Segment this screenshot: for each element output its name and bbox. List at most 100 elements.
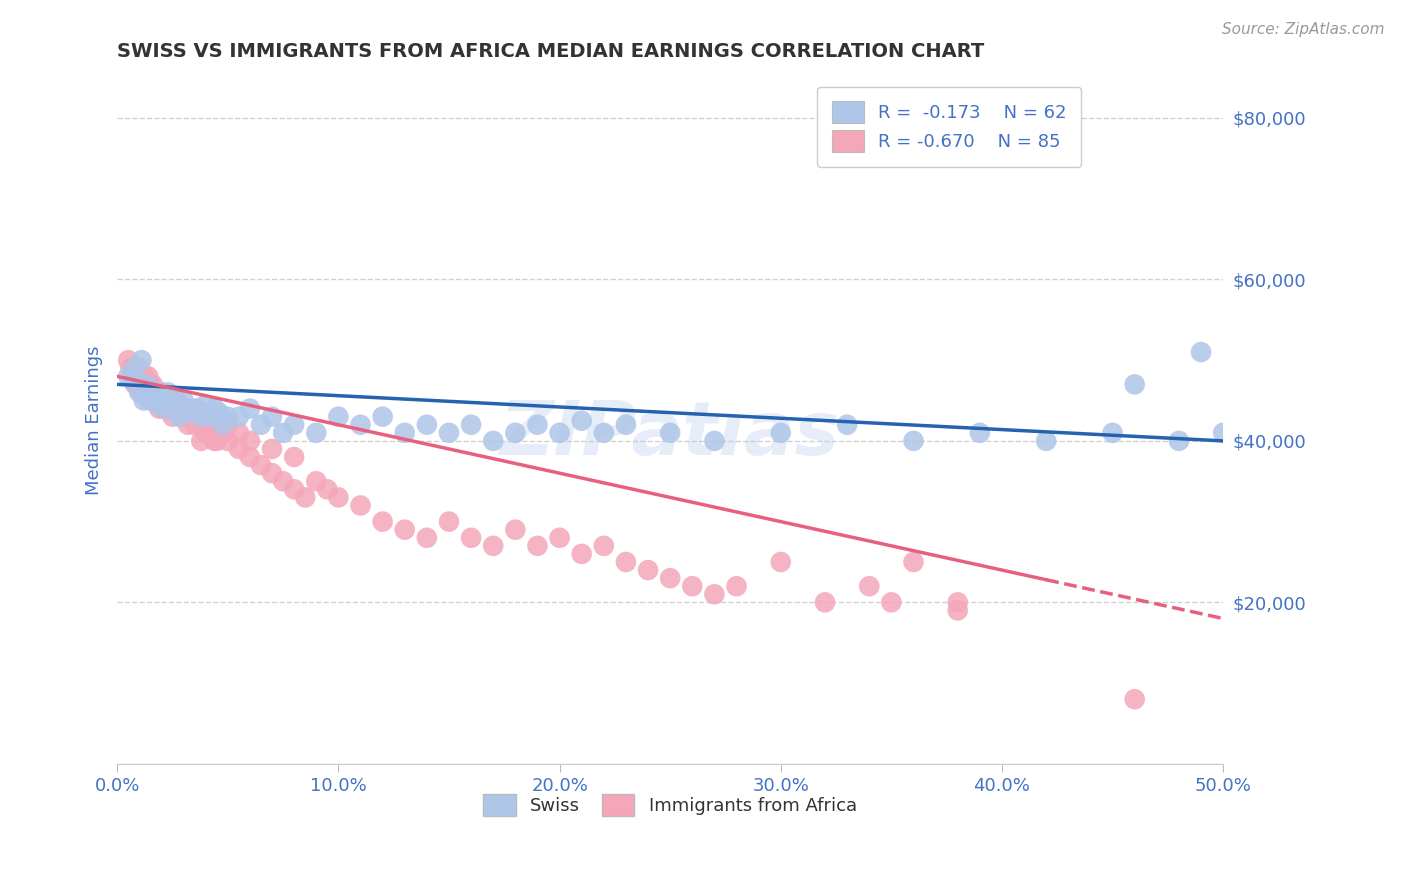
Point [186, 401, 208, 416]
Text: SWISS VS IMMIGRANTS FROM AFRICA MEDIAN EARNINGS CORRELATION CHART: SWISS VS IMMIGRANTS FROM AFRICA MEDIAN E… [117, 42, 984, 61]
Point [162, 401, 184, 416]
Point [371, 409, 394, 424]
Point [460, 531, 482, 545]
Text: ZIPatıas: ZIPatıas [501, 398, 841, 471]
Point [725, 579, 748, 593]
Point [194, 417, 217, 432]
Point [120, 361, 142, 376]
Point [614, 417, 637, 432]
Point [142, 393, 165, 408]
Point [526, 539, 548, 553]
Text: Source: ZipAtlas.com: Source: ZipAtlas.com [1222, 22, 1385, 37]
Point [150, 385, 173, 400]
Point [548, 531, 571, 545]
Point [260, 442, 283, 456]
Point [135, 377, 157, 392]
Legend: Swiss, Immigrants from Africa: Swiss, Immigrants from Africa [477, 787, 865, 823]
Point [146, 398, 169, 412]
Point [131, 385, 153, 400]
Point [946, 119, 969, 133]
Point [880, 595, 903, 609]
Point [155, 393, 177, 408]
Point [858, 579, 880, 593]
Point [152, 401, 174, 416]
Point [139, 381, 162, 395]
Point [592, 539, 614, 553]
Point [1123, 692, 1146, 706]
Point [903, 555, 925, 569]
Point [571, 414, 593, 428]
Point [132, 393, 155, 408]
Point [142, 377, 165, 392]
Point [460, 417, 482, 432]
Point [228, 409, 250, 424]
Point [198, 425, 221, 440]
Point [1101, 425, 1123, 440]
Point [155, 401, 177, 416]
Point [157, 401, 180, 416]
Point [305, 475, 328, 489]
Point [128, 361, 150, 376]
Point [204, 401, 226, 416]
Point [183, 417, 205, 432]
Point [437, 515, 460, 529]
Point [162, 393, 184, 408]
Point [157, 385, 180, 400]
Point [135, 385, 157, 400]
Point [194, 425, 217, 440]
Point [592, 425, 614, 440]
Point [482, 539, 505, 553]
Point [659, 571, 682, 585]
Point [394, 425, 416, 440]
Point [167, 401, 190, 416]
Point [1123, 377, 1146, 392]
Point [769, 425, 792, 440]
Point [148, 385, 170, 400]
Point [946, 595, 969, 609]
Point [139, 377, 162, 392]
Point [173, 409, 195, 424]
Point [239, 450, 262, 464]
Point [177, 401, 200, 416]
Point [166, 393, 188, 408]
Point [173, 409, 195, 424]
Point [117, 369, 139, 384]
Point [127, 377, 149, 392]
Point [305, 425, 328, 440]
Point [526, 417, 548, 432]
Point [143, 393, 166, 408]
Point [250, 458, 273, 472]
Point [260, 466, 283, 480]
Point [271, 475, 294, 489]
Point [681, 579, 703, 593]
Point [946, 603, 969, 617]
Point [1189, 345, 1212, 359]
Point [212, 425, 235, 440]
Point [132, 385, 155, 400]
Point [150, 393, 173, 408]
Point [117, 353, 139, 368]
Point [128, 369, 150, 384]
Point [769, 555, 792, 569]
Point [217, 434, 239, 448]
Point [283, 450, 305, 464]
Point [505, 425, 527, 440]
Point [1167, 434, 1189, 448]
Point [416, 417, 439, 432]
Point [217, 409, 239, 424]
Point [394, 523, 416, 537]
Point [316, 483, 339, 497]
Point [181, 406, 204, 420]
Point [260, 409, 283, 424]
Point [969, 425, 991, 440]
Point [124, 369, 146, 384]
Point [228, 425, 250, 440]
Point [173, 393, 195, 408]
Point [190, 409, 212, 424]
Point [128, 385, 150, 400]
Point [217, 417, 239, 432]
Point [328, 491, 350, 505]
Point [614, 555, 637, 569]
Point [132, 369, 155, 384]
Point [837, 417, 859, 432]
